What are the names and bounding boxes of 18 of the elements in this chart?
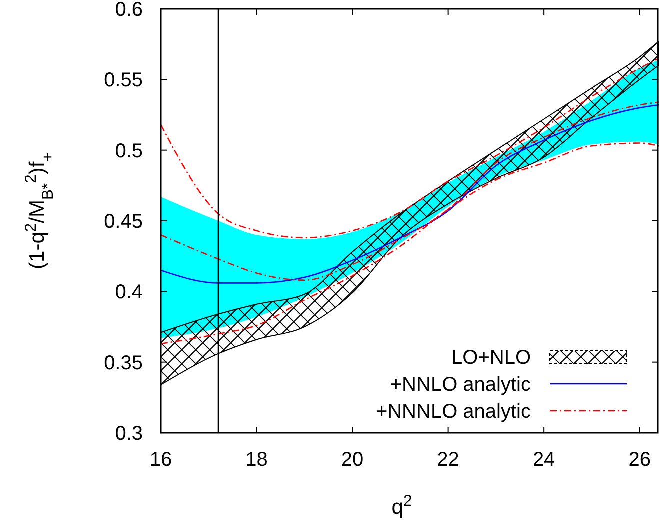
- y-tick-label: 0.5: [115, 140, 143, 162]
- y-tick-label: 0.45: [104, 211, 143, 233]
- x-tick-label: 26: [628, 449, 651, 471]
- x-axis-title: q$^{2}$: [392, 492, 412, 519]
- y-tick-label: 0.4: [115, 282, 143, 304]
- y-tick-label: 0.6: [115, 0, 143, 21]
- x-tick-label: 16: [150, 449, 172, 471]
- y-tick-label: 0.55: [104, 70, 143, 92]
- legend-label: +NNLO analytic: [390, 374, 531, 396]
- x-tick-label: 22: [437, 449, 460, 471]
- x-tick-label: 20: [341, 449, 364, 471]
- x-tick-label: 24: [532, 449, 556, 471]
- y-tick-label: 0.35: [104, 352, 143, 374]
- line-series: [161, 58, 659, 239]
- legend-label: LO+NLO: [452, 347, 531, 369]
- legend-label: +NNNLO analytic: [376, 401, 531, 423]
- x-tick-label: 18: [246, 449, 268, 471]
- y-tick-label: 0.3: [115, 423, 143, 445]
